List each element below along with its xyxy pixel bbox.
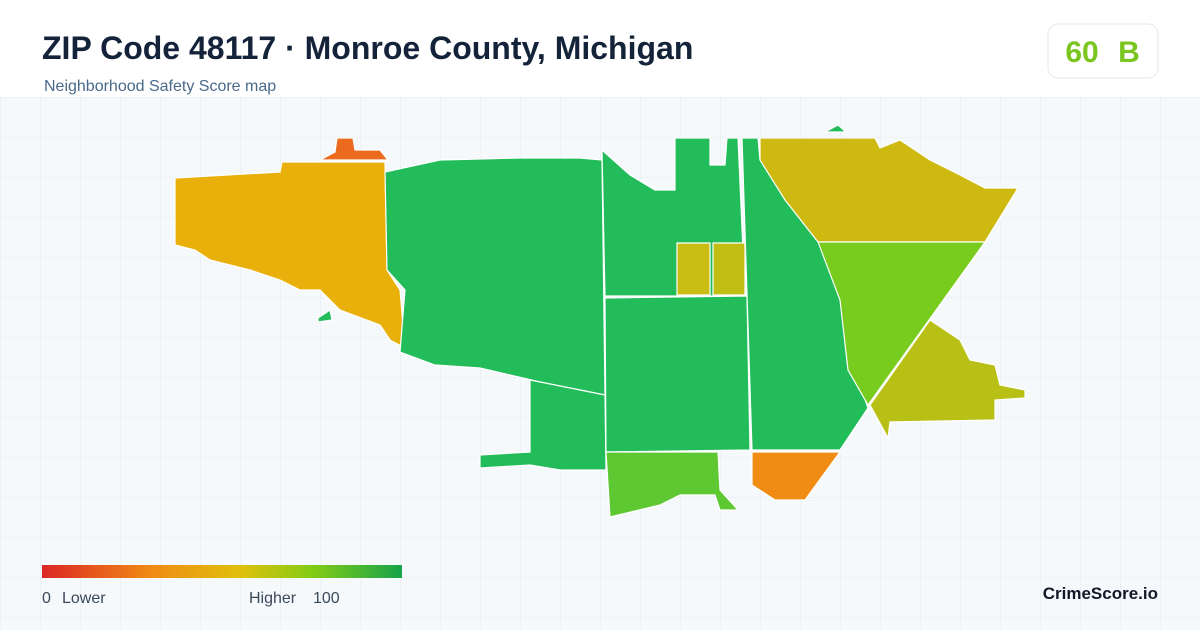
title: ZIP Code 48117 · Monroe County, Michigan [42,30,693,66]
map [174,124,1026,518]
region [174,161,406,350]
score-box [1047,23,1159,79]
region [751,451,842,501]
region [676,242,711,296]
region [605,451,740,518]
header-bg [0,0,1200,97]
region [759,137,1020,243]
subtitle: Neighborhood Safety Score map [44,78,276,95]
score: 60 [1065,36,1098,69]
region [817,241,987,407]
region [319,137,390,161]
region [712,242,746,296]
region [869,319,1026,440]
grade: B [1118,36,1140,69]
region [824,124,848,133]
legend-min-label: Lower [62,590,106,607]
region [317,309,333,323]
legend-max: 100 [313,590,340,607]
region [604,295,751,453]
legend-min: 0 [42,590,51,607]
legend-max-label: Higher [249,590,297,607]
legend-bar [42,565,402,578]
brand: CrimeScore.io [1043,584,1158,603]
